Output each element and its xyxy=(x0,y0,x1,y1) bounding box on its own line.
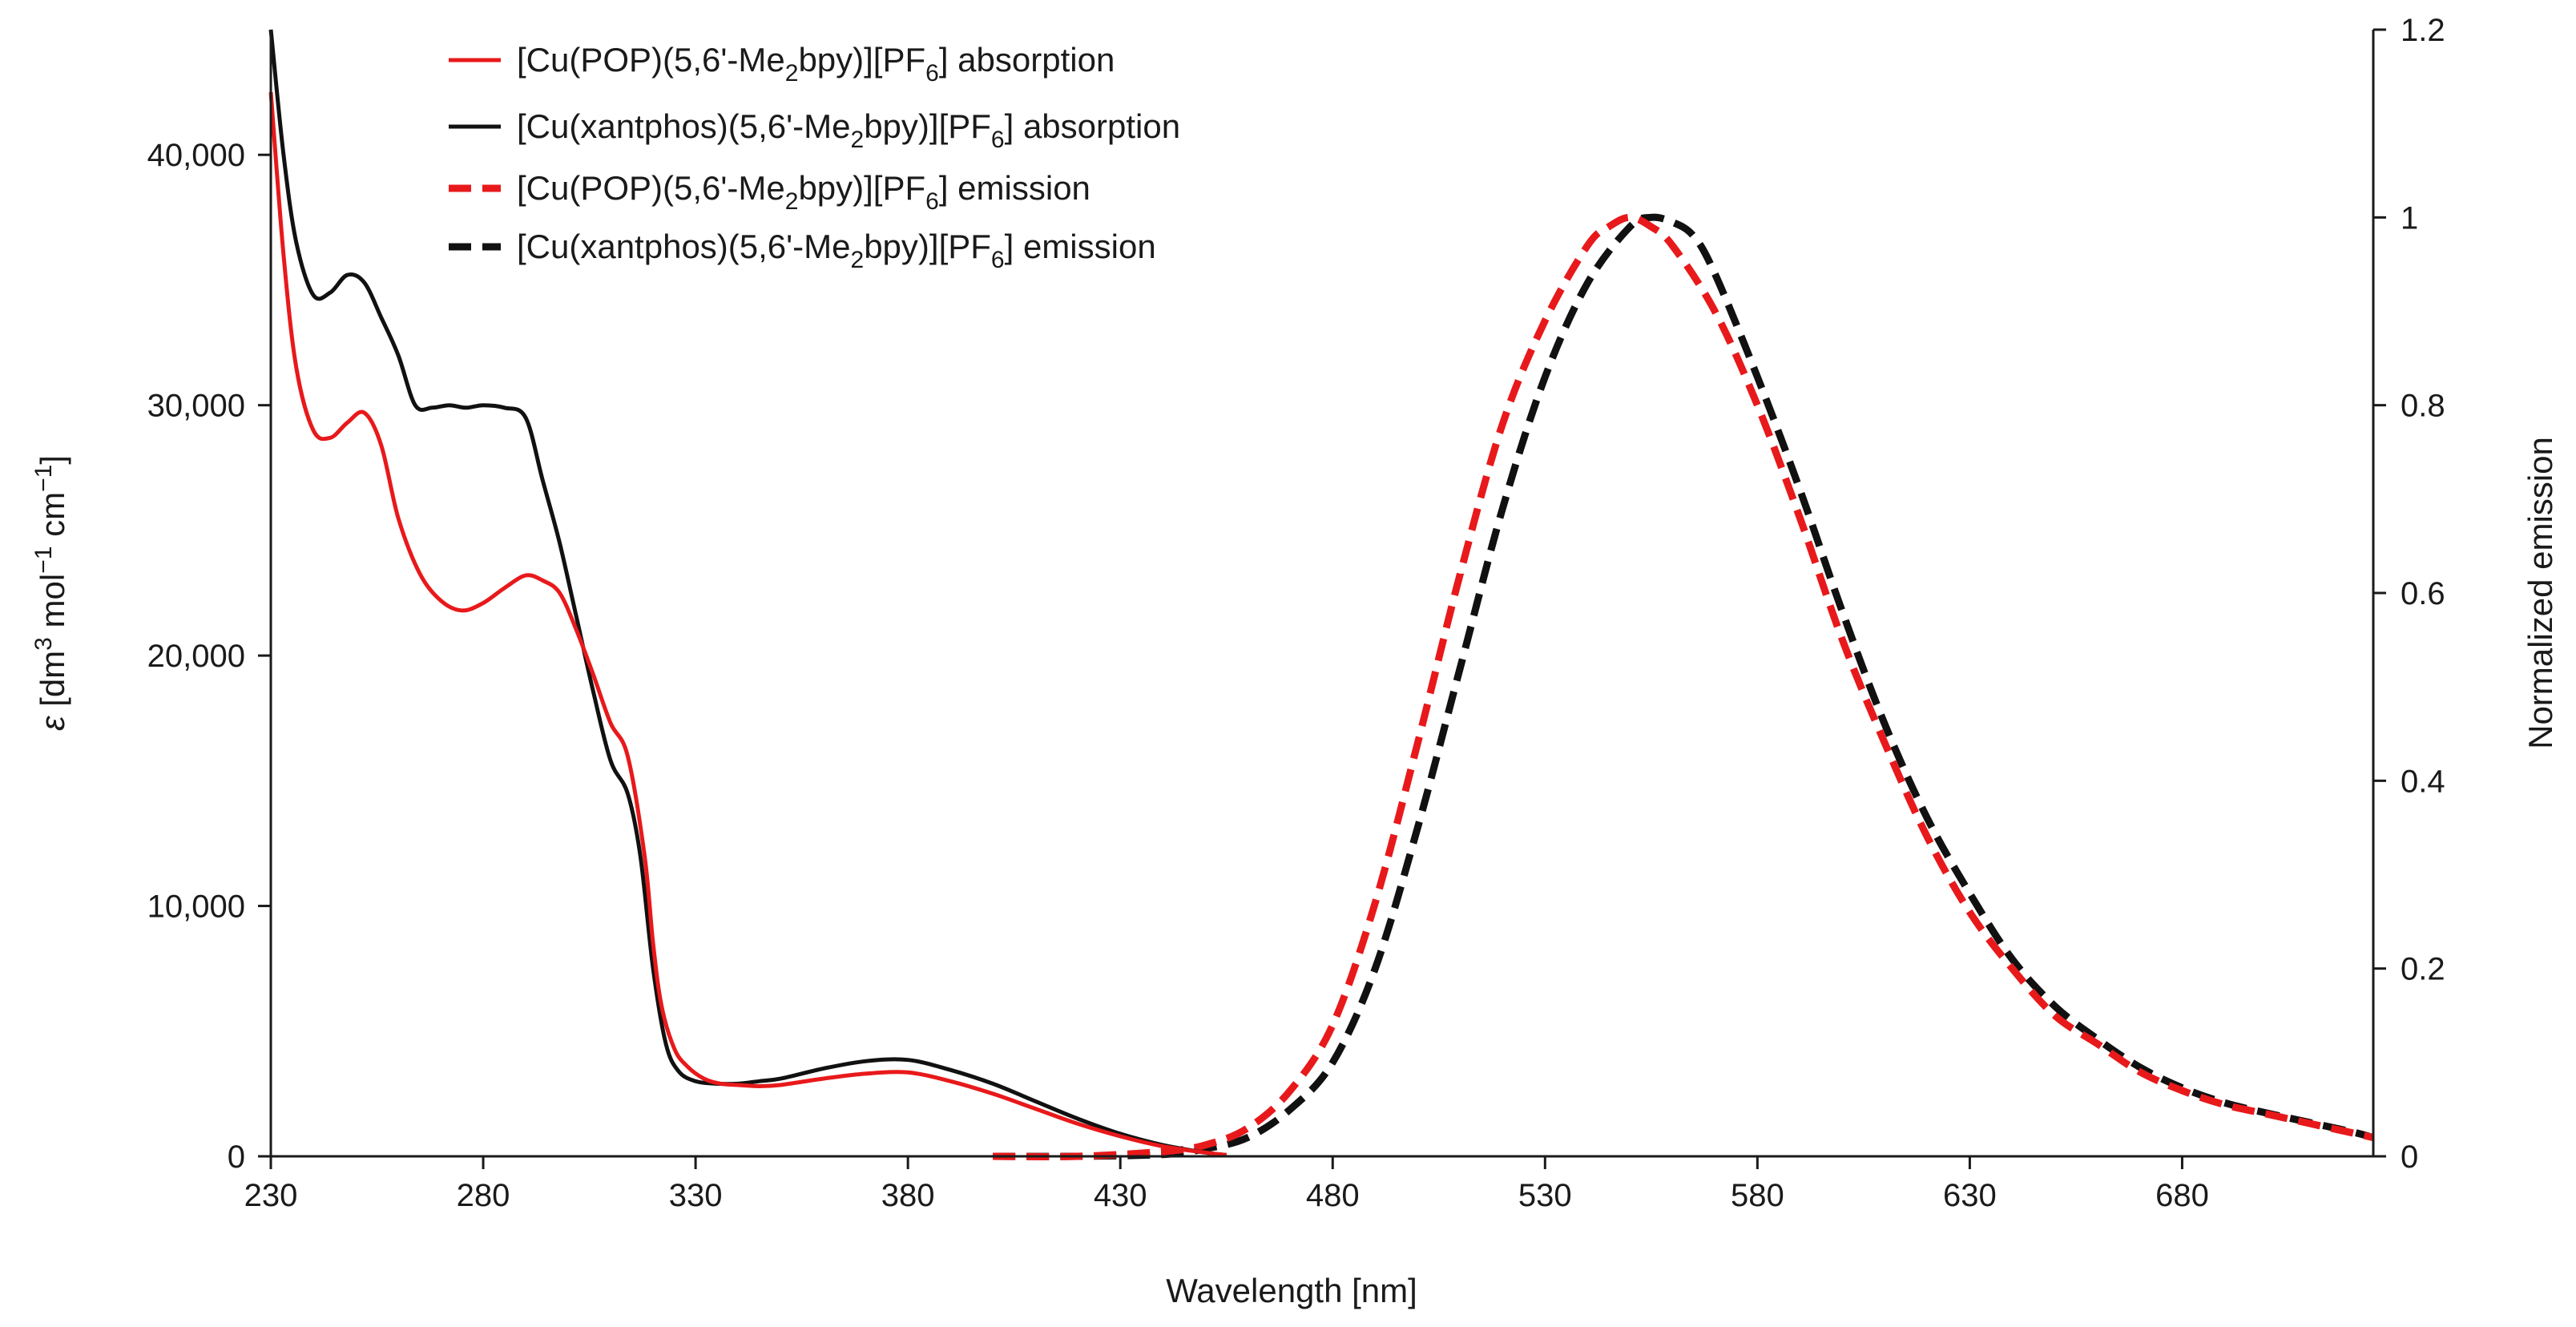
right-y-tick-label: 0 xyxy=(2401,1139,2418,1175)
legend-label-part: 2 xyxy=(785,188,799,215)
x-tick-label: 680 xyxy=(2155,1178,2209,1213)
legend-label-part: 6 xyxy=(991,247,1005,273)
left-y-axis-title-sup: 3 xyxy=(30,637,57,651)
x-tick-label: 530 xyxy=(1518,1178,1572,1213)
right-y-axis-ticks: 0 0.2 0.4 0.6 0.8 1 1.2 xyxy=(2373,13,2445,1175)
right-y-tick-label: 1 xyxy=(2401,200,2418,236)
legend: [Cu(POP)(5,6'-Me2bpy)][PF6] absorption[C… xyxy=(449,41,1180,273)
legend-label-part: 2 xyxy=(851,247,865,273)
legend-label-part: [Cu(xantphos)(5,6'-Me xyxy=(517,107,851,145)
legend-label-part: [Cu(xantphos)(5,6'-Me xyxy=(517,228,851,265)
legend-label: [Cu(xantphos)(5,6'-Me2bpy)][PF6] absorpt… xyxy=(517,107,1180,153)
right-y-tick-label: 0.8 xyxy=(2401,389,2445,424)
legend-label-part: bpy)][PF xyxy=(798,169,925,207)
x-tick-label: 580 xyxy=(1731,1178,1784,1213)
x-axis-ticks: 230 280 330 380 430 480 530 580 630 680 xyxy=(244,1156,2209,1213)
x-tick-label: 630 xyxy=(1943,1178,1997,1213)
legend-label-part: bpy)][PF xyxy=(864,107,991,145)
left-y-tick-label: 10,000 xyxy=(147,889,245,925)
left-y-axis-title-part: mol xyxy=(34,574,71,637)
legend-label-part: bpy)][PF xyxy=(798,41,925,79)
left-y-axis-title-sup: −1 xyxy=(30,547,57,574)
right-y-tick-label: 1.2 xyxy=(2401,13,2445,48)
legend-label: [Cu(xantphos)(5,6'-Me2bpy)][PF6] emissio… xyxy=(517,228,1156,273)
series-layer xyxy=(268,29,2375,1160)
left-y-axis-title-symbol: ε xyxy=(34,716,71,731)
legend-label-part: 6 xyxy=(925,60,939,87)
legend-label-part: 6 xyxy=(925,188,939,215)
right-y-tick-label: 0.4 xyxy=(2401,764,2445,799)
x-tick-label: 230 xyxy=(244,1178,298,1213)
series-line-1 xyxy=(268,91,1227,1157)
legend-label-part: ] emission xyxy=(939,169,1090,207)
legend-label-part: ] absorption xyxy=(939,41,1115,79)
left-y-tick-label: 20,000 xyxy=(147,639,245,674)
left-y-axis-title-part: ] xyxy=(34,455,71,465)
right-y-tick-label: 0.2 xyxy=(2401,952,2445,987)
right-y-axis-title: Normalized emission xyxy=(2522,437,2559,749)
x-tick-label: 480 xyxy=(1306,1178,1360,1213)
legend-label-part: 6 xyxy=(991,127,1005,153)
left-y-tick-label: 0 xyxy=(228,1139,245,1175)
series-line-2 xyxy=(268,29,1227,1157)
left-y-axis-ticks: 0 10,000 20,000 30,000 40,000 xyxy=(147,138,271,1175)
left-y-tick-label: 30,000 xyxy=(147,389,245,424)
left-y-axis-title-sup: −1 xyxy=(30,465,57,492)
legend-label-part: [Cu(POP)(5,6'-Me xyxy=(517,41,785,79)
x-tick-label: 380 xyxy=(881,1178,935,1213)
x-axis-title: Wavelength [nm] xyxy=(1166,1272,1417,1309)
series-line-3 xyxy=(993,213,2374,1160)
x-tick-label: 280 xyxy=(457,1178,510,1213)
legend-label: [Cu(POP)(5,6'-Me2bpy)][PF6] emission xyxy=(517,169,1090,215)
x-tick-label: 430 xyxy=(1094,1178,1147,1213)
legend-label-part: 2 xyxy=(785,60,799,87)
x-tick-label: 330 xyxy=(669,1178,723,1213)
legend-label-part: 2 xyxy=(851,127,865,153)
right-y-tick-label: 0.6 xyxy=(2401,576,2445,611)
legend-label-part: [Cu(POP)(5,6'-Me xyxy=(517,169,785,207)
left-y-tick-label: 40,000 xyxy=(147,138,245,173)
legend-label-part: ] absorption xyxy=(1005,107,1180,145)
legend-label-part: ] emission xyxy=(1005,228,1156,265)
legend-label-part: bpy)][PF xyxy=(864,228,991,265)
series-line-4 xyxy=(993,213,2375,1160)
legend-label: [Cu(POP)(5,6'-Me2bpy)][PF6] absorption xyxy=(517,41,1115,87)
plot-area: 230 280 330 380 430 480 530 580 630 680 010,00020… xyxy=(147,13,2445,1213)
left-y-axis-title-part: cm xyxy=(34,492,71,547)
left-y-axis-title: ε [dm3 mol−1 cm−1] xyxy=(30,455,71,731)
left-y-axis-title-part: [dm xyxy=(34,651,71,716)
